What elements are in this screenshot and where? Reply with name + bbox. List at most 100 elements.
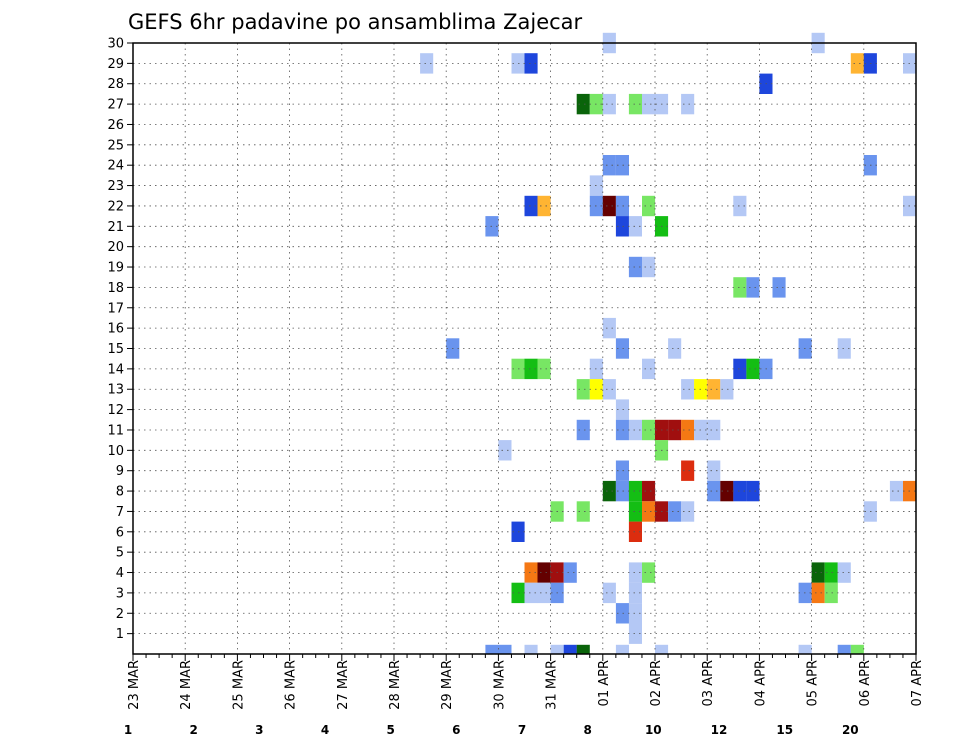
heat-cell: [668, 419, 682, 441]
heat-cell: [576, 501, 590, 522]
heat-cell: [485, 644, 499, 654]
heat-cell: [889, 480, 903, 502]
heat-cell: [498, 644, 512, 654]
heat-cell: [524, 582, 538, 604]
x-tick-label: 06 APR: [858, 660, 873, 706]
legend-label: 12: [711, 723, 728, 737]
y-tick-label: 7: [116, 505, 124, 520]
heat-cell: [746, 480, 760, 502]
x-tick-label: 30 MAR: [492, 660, 507, 710]
heat-cell: [563, 644, 577, 654]
y-tick-label: 9: [116, 464, 124, 479]
heat-cell: [733, 480, 747, 502]
heat-cell: [615, 480, 629, 502]
heat-cell: [524, 195, 538, 217]
heat-cell: [615, 399, 629, 420]
y-tick-label: 2: [116, 607, 124, 622]
heat-cell: [615, 155, 629, 176]
heat-cell: [628, 603, 642, 624]
heat-cell: [681, 501, 695, 522]
y-tick-label: 14: [107, 362, 124, 377]
heat-cell: [628, 501, 642, 522]
heat-cell: [628, 480, 642, 502]
heat-cell: [642, 419, 656, 441]
heat-cell: [576, 644, 590, 654]
y-tick-label: 16: [107, 322, 124, 337]
heat-cell: [642, 195, 656, 217]
heat-cell: [615, 644, 629, 654]
y-tick-label: 4: [116, 566, 124, 581]
heat-cell: [681, 93, 695, 115]
y-tick-label: 26: [107, 118, 124, 133]
heat-cell: [642, 358, 656, 380]
legend: 1 2 3 4 5 6 7 8 10 12 15 20: [124, 723, 859, 737]
heat-cell: [524, 53, 538, 74]
y-tick-label: 28: [107, 77, 124, 92]
heat-cell: [720, 480, 734, 502]
heat-cell: [524, 358, 538, 380]
heat-cell: [524, 562, 538, 583]
heat-cell: [681, 419, 695, 441]
heat-cell: [563, 562, 577, 583]
legend-label: 4: [321, 723, 329, 737]
heat-cell: [811, 582, 825, 604]
heat-cell: [628, 582, 642, 604]
legend-label: 8: [584, 723, 592, 737]
heat-cell: [642, 256, 656, 278]
y-tick-label: 29: [107, 57, 124, 72]
y-tick-label: 23: [107, 179, 124, 194]
heat-cell: [850, 644, 864, 654]
heat-cell: [420, 53, 434, 74]
heat-cell: [707, 419, 721, 441]
y-tick-label: 22: [107, 199, 124, 214]
heat-cell: [668, 501, 682, 522]
heat-cell: [615, 419, 629, 441]
legend-label: 7: [518, 723, 526, 737]
x-tick-label: 04 APR: [753, 660, 768, 706]
legend-label: 20: [842, 723, 859, 737]
x-tick-label: 02 APR: [649, 660, 664, 706]
heat-cell: [642, 501, 656, 522]
y-tick-label: 24: [107, 159, 124, 174]
heat-cell: [628, 521, 642, 542]
legend-label: 2: [190, 723, 198, 737]
y-tick-label: 27: [107, 98, 124, 113]
heat-cell: [837, 562, 851, 583]
heat-cell: [642, 480, 656, 502]
y-axis: 1234567891011121314151617181920212223242…: [107, 37, 133, 642]
heat-cell: [602, 155, 616, 176]
x-tick-label: 07 APR: [910, 660, 925, 706]
x-tick-label: 27 MAR: [336, 660, 351, 710]
heat-cell: [576, 93, 590, 115]
cells-layer: [420, 32, 917, 654]
heat-cell: [602, 195, 616, 217]
heat-cell: [615, 460, 629, 481]
heat-cell: [537, 358, 551, 380]
y-tick-label: 5: [116, 546, 124, 561]
heat-cell: [628, 256, 642, 278]
y-tick-label: 13: [107, 383, 124, 398]
y-tick-label: 21: [107, 220, 124, 235]
x-tick-label: 26 MAR: [284, 660, 299, 710]
y-tick-label: 8: [116, 485, 124, 500]
heat-cell: [772, 277, 786, 298]
heat-cell: [576, 419, 590, 441]
heat-cell: [733, 195, 747, 217]
heat-cell: [576, 379, 590, 400]
y-tick-label: 15: [107, 342, 124, 357]
heat-cell: [707, 379, 721, 400]
heat-cell: [642, 562, 656, 583]
x-tick-label: 25 MAR: [231, 660, 246, 710]
heat-cell: [642, 93, 656, 115]
heat-cell: [537, 582, 551, 604]
legend-label: 5: [387, 723, 395, 737]
heat-cell: [602, 582, 616, 604]
heat-cell: [537, 562, 551, 583]
heat-cell: [615, 338, 629, 359]
y-tick-label: 20: [107, 240, 124, 255]
x-tick-label: 24 MAR: [179, 660, 194, 710]
heat-cell: [668, 338, 682, 359]
y-tick-label: 1: [116, 627, 124, 642]
heat-cell: [720, 379, 734, 400]
heat-cell: [615, 195, 629, 217]
